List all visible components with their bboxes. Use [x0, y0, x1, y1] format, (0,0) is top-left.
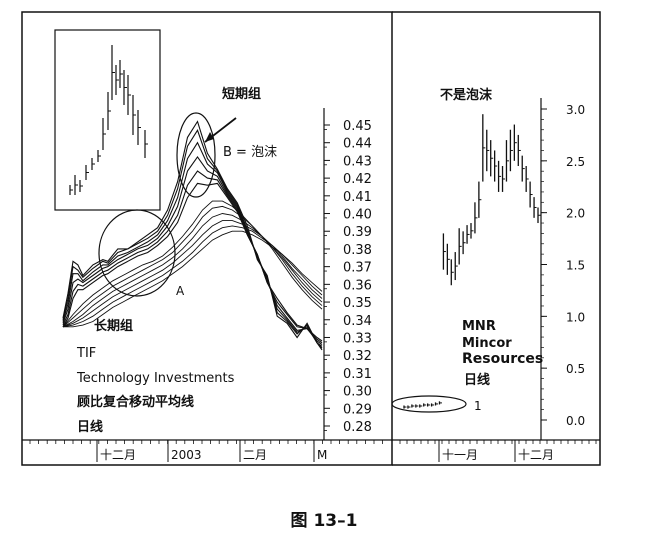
- circle-1: [391, 395, 467, 413]
- left-y-tick-label: 0.29: [343, 402, 372, 417]
- right-y-tick-label: 1.5: [566, 259, 585, 273]
- left-y-tick-label: 0.39: [343, 225, 372, 240]
- right-x-tick-label: 十一月: [442, 448, 478, 462]
- guppy-lines: [62, 120, 323, 351]
- timeframe-daily-right: 日线: [464, 372, 490, 388]
- left-y-tick-label: 0.37: [343, 261, 372, 276]
- right-panel-frame: [392, 11, 601, 466]
- indicator-name: 顾比复合移动平均线: [77, 394, 194, 410]
- guppy-line-long: [63, 230, 323, 328]
- guppy-line-short: [62, 141, 323, 347]
- left-x-tick-label: M: [317, 448, 327, 462]
- guppy-line-long: [62, 205, 323, 328]
- right-y-tick-label: 2.5: [566, 155, 585, 169]
- left-x-tick-label: 2003: [171, 448, 202, 462]
- guppy-line-long: [62, 200, 323, 328]
- left-x-ticks: 十二月 2003 二月 M: [29, 440, 384, 462]
- inset-price-bars: [69, 45, 148, 195]
- right-y-tick-label: 0.5: [566, 362, 585, 376]
- inset-box: [54, 29, 161, 211]
- right-stock-name-2: Resources: [462, 351, 543, 367]
- left-y-tick-label: 0.32: [343, 349, 372, 364]
- guppy-line-short: [62, 129, 323, 349]
- left-y-tick-label: 0.41: [343, 190, 372, 205]
- right-title: 不是泡沫: [440, 87, 493, 103]
- guppy-line-short: [62, 182, 323, 342]
- left-y-tick-label: 0.36: [343, 278, 372, 293]
- left-panel-frame: [21, 11, 393, 466]
- right-stock-name-1: Mincor: [462, 336, 512, 351]
- timeframe-daily-left: 日线: [77, 419, 103, 435]
- circle-b: [176, 112, 216, 198]
- left-y-tick-label: 0.33: [343, 331, 372, 346]
- left-y-tick-label: 0.34: [343, 314, 372, 329]
- left-y-tick-label: 0.31: [343, 367, 372, 382]
- left-y-tick-label: 0.44: [343, 137, 372, 152]
- right-stock-code: MNR: [462, 319, 496, 334]
- right-x-ticks: 十一月 十二月: [399, 440, 597, 462]
- left-y-tick-label: 0.40: [343, 208, 372, 223]
- guppy-line-short: [62, 120, 323, 351]
- arrow-b-head: [205, 132, 214, 142]
- left-y-tick-label: 0.35: [343, 296, 372, 311]
- right-y-ticks: 3.0 2.5 2.0 1.5 1.0 0.5 0.0: [541, 103, 585, 428]
- left-y-tick-label: 0.45: [343, 119, 372, 134]
- right-x-tick-label: 十二月: [518, 448, 554, 462]
- left-y-tick-label: 0.28: [343, 420, 372, 435]
- right-price-bars: [403, 114, 541, 409]
- right-y-tick-label: 2.0: [566, 207, 585, 221]
- guppy-line-short: [62, 170, 323, 344]
- label-a: A: [176, 284, 185, 298]
- label-short-group: 短期组: [222, 86, 261, 102]
- left-x-tick-label: 十二月: [100, 448, 136, 462]
- guppy-line-short: [62, 155, 323, 346]
- label-bubble: B = 泡沫: [223, 145, 277, 160]
- guppy-line-long: [62, 225, 323, 328]
- figure-caption: 图 13–1: [290, 511, 358, 531]
- label-long-group: 长期组: [94, 318, 133, 334]
- right-y-tick-label: 0.0: [566, 414, 585, 428]
- guppy-line-long: [62, 213, 323, 328]
- right-y-tick-label: 3.0: [566, 103, 585, 117]
- left-y-tick-label: 0.43: [343, 154, 372, 169]
- label-1: 1: [474, 399, 482, 413]
- right-y-tick-label: 1.0: [566, 310, 585, 324]
- left-x-tick-label: 二月: [243, 448, 267, 462]
- circle-a: [98, 209, 176, 297]
- left-y-tick-label: 0.42: [343, 172, 372, 187]
- left-y-tick-label: 0.38: [343, 243, 372, 258]
- left-y-ticks: 0.45 0.44 0.43 0.42 0.41 0.40 0.39 0.38 0.37 0.36…: [324, 119, 372, 435]
- stock-code-tif: TIF: [76, 346, 96, 361]
- left-y-tick-label: 0.30: [343, 385, 372, 400]
- stock-name-tif: Technology Investments: [76, 371, 235, 386]
